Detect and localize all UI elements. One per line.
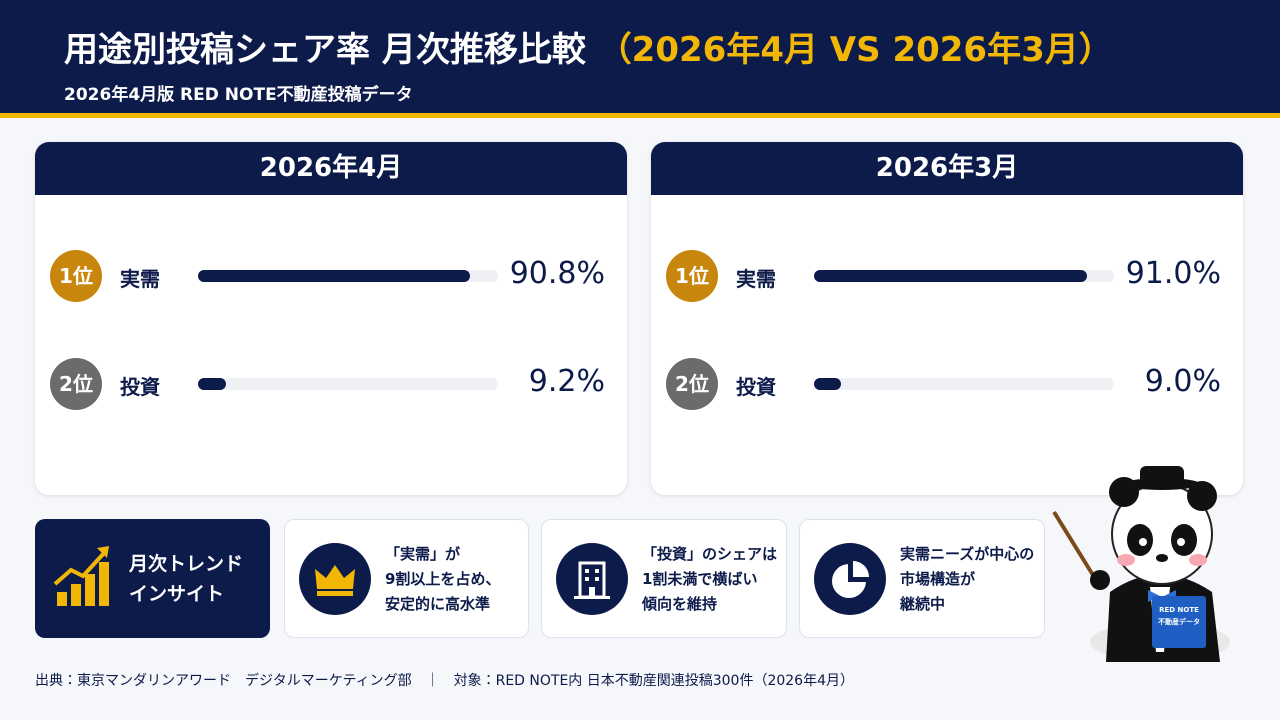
category-label: 投資	[120, 375, 160, 399]
panda-mascot: RED NOTE 不動産データ	[1052, 466, 1230, 662]
value-label: 90.8%	[509, 256, 605, 291]
insight-text: 「実需」が 9割以上を占め、 安定的に高水準	[385, 542, 500, 617]
building-icon	[556, 543, 628, 615]
title-accent: （2026年4月 VS 2026年3月）	[597, 30, 1113, 70]
value-label: 91.0%	[1125, 256, 1221, 291]
bar	[814, 378, 841, 390]
title: 用途別投稿シェア率 月次推移比較 （2026年4月 VS 2026年3月）	[64, 22, 1113, 71]
insight-line: 1割未満で横ばい	[642, 570, 758, 588]
crown-icon	[299, 543, 371, 615]
insight-label-line: 月次トレンド	[129, 553, 244, 575]
footer: 出典：東京マンダリンアワード デジタルマーケティング部 ｜ 対象：RED NOT…	[35, 673, 854, 689]
bar-track	[814, 378, 1114, 390]
rank-badge: 1位	[50, 250, 102, 302]
insight-line: 安定的に高水準	[385, 595, 491, 613]
insight-text: 「投資」のシェアは 1割未満で横ばい 傾向を維持	[642, 542, 777, 617]
panel-title: 2026年3月	[651, 142, 1243, 195]
subtitle: 2026年4月版 RED NOTE不動産投稿データ	[64, 85, 413, 105]
category-label: 実需	[120, 267, 160, 291]
pie-icon	[814, 543, 886, 615]
rank-badge: 2位	[50, 358, 102, 410]
insight-card: 「投資」のシェアは 1割未満で横ばい 傾向を維持	[541, 519, 787, 638]
bar-track	[198, 378, 498, 390]
category-label: 投資	[736, 375, 776, 399]
value-label: 9.2%	[528, 364, 605, 399]
insight-line: 市場構造が	[900, 570, 976, 588]
bar	[198, 378, 226, 390]
panel-title: 2026年4月	[35, 142, 627, 195]
header: 用途別投稿シェア率 月次推移比較 （2026年4月 VS 2026年3月） 20…	[0, 0, 1280, 118]
value-label: 9.0%	[1144, 364, 1221, 399]
insight-text: 実需ニーズが中心の 市場構造が継続中	[900, 542, 1034, 617]
book-text: 不動産データ	[1158, 617, 1200, 626]
title-text: 用途別投稿シェア率 月次推移比較	[64, 30, 586, 70]
insight-line: 傾向を維持	[642, 595, 718, 613]
bar	[814, 270, 1087, 282]
panel: 2026年3月 1位 実需 91.0% 2位 投資 9.0%	[651, 142, 1243, 495]
insight-line: 「投資」のシェアは	[642, 545, 778, 563]
insight-label-line: インサイト	[129, 583, 225, 605]
book-text: RED NOTE	[1159, 606, 1199, 614]
insight-label-card: 月次トレンド インサイト	[35, 519, 270, 638]
insight-label: 月次トレンド インサイト	[129, 549, 243, 609]
insight-line: 「実需」が	[385, 545, 461, 563]
insight-line: 9割以上を占め、	[385, 570, 501, 588]
insight-card: 実需ニーズが中心の 市場構造が継続中	[799, 519, 1045, 638]
category-label: 実需	[736, 267, 776, 291]
insight-line: 実需ニーズが中心の	[900, 545, 1035, 563]
panel: 2026年4月 1位 実需 90.8% 2位 投資 9.2%	[35, 142, 627, 495]
trend-icon	[53, 546, 109, 606]
rank-badge: 1位	[666, 250, 718, 302]
rank-badge: 2位	[666, 358, 718, 410]
bar	[198, 270, 471, 282]
insight-card: 「実需」が 9割以上を占め、 安定的に高水準	[284, 519, 529, 638]
insight-line: 継続中	[900, 595, 946, 613]
